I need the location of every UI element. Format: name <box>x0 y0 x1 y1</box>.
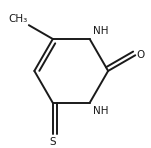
Text: O: O <box>137 50 145 60</box>
Text: CH₃: CH₃ <box>8 14 27 24</box>
Text: S: S <box>50 137 56 147</box>
Text: NH: NH <box>93 26 108 36</box>
Text: NH: NH <box>93 106 108 116</box>
